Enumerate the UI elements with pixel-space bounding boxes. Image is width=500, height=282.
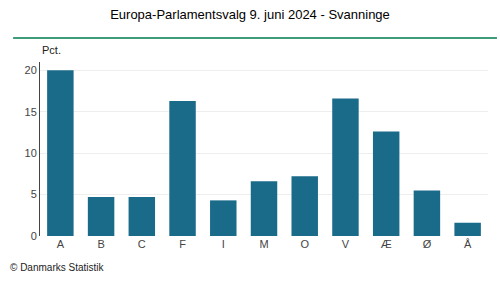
svg-text:Pct.: Pct. (42, 44, 61, 56)
svg-text:20: 20 (25, 64, 37, 76)
svg-text:Ø: Ø (423, 238, 432, 250)
svg-text:Æ: Æ (381, 238, 392, 250)
svg-text:15: 15 (25, 106, 37, 118)
svg-text:I: I (222, 238, 225, 250)
svg-text:F: F (179, 238, 186, 250)
svg-text:10: 10 (25, 147, 37, 159)
svg-text:M: M (259, 238, 268, 250)
svg-text:5: 5 (31, 188, 37, 200)
svg-text:B: B (97, 238, 104, 250)
svg-text:0: 0 (31, 230, 37, 242)
svg-text:V: V (342, 238, 350, 250)
svg-text:C: C (138, 238, 146, 250)
svg-text:Europa-Parlamentsvalg 9. juni: Europa-Parlamentsvalg 9. juni 2024 - Sva… (110, 7, 390, 22)
svg-text:O: O (300, 238, 309, 250)
svg-text:Å: Å (464, 238, 472, 250)
svg-text:© Danmarks Statistik: © Danmarks Statistik (10, 262, 105, 273)
svg-text:A: A (57, 238, 65, 250)
